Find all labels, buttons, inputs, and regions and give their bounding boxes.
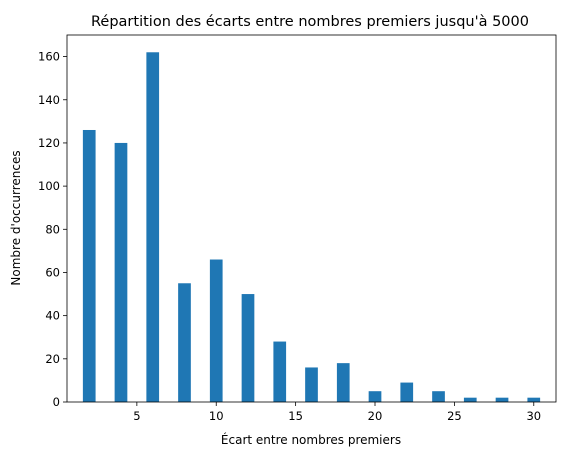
- bar-gap-22: [400, 382, 414, 402]
- y-tick-label: 160: [38, 50, 60, 64]
- y-tick-label: 0: [53, 395, 60, 409]
- bar-gap-28: [495, 397, 509, 402]
- bar-gap-10: [209, 259, 223, 402]
- plot-frame: [66, 34, 557, 403]
- y-tick-label: 120: [38, 136, 60, 150]
- y-tick-label: 140: [38, 93, 60, 107]
- x-tick-label: 30: [526, 409, 541, 423]
- bar-gap-12: [241, 294, 255, 402]
- x-tick-label: 20: [368, 409, 383, 423]
- y-tick-label: 100: [38, 179, 60, 193]
- x-tick-label: 25: [447, 409, 462, 423]
- x-tick-label: 5: [133, 409, 140, 423]
- bar-gap-30: [527, 397, 541, 402]
- bar-gap-26: [463, 397, 477, 402]
- bar-gap-16: [305, 367, 318, 402]
- x-axis-ticks: 5 10 15 20 25 30: [133, 402, 541, 423]
- y-tick-label: 80: [45, 222, 60, 236]
- y-axis-ticks: 0 20 40 60 80 100 120 140 160: [38, 50, 67, 409]
- y-tick-label: 60: [45, 265, 60, 279]
- bar-gap-18: [336, 363, 350, 402]
- x-tick-label: 15: [288, 409, 303, 423]
- x-axis-label: Écart entre nombres premiers: [221, 432, 401, 447]
- y-axis-label: Nombre d'occurrences: [9, 150, 23, 285]
- bar-gap-2: [82, 129, 96, 403]
- bar-gap-4: [114, 142, 128, 403]
- bar-gap-8: [178, 283, 191, 402]
- bar-gap-24: [432, 391, 445, 402]
- y-tick-label: 40: [45, 309, 60, 323]
- x-tick-label: 10: [209, 409, 224, 423]
- bars-group: [82, 52, 541, 403]
- chart-title: Répartition des écarts entre nombres pre…: [91, 14, 529, 30]
- y-tick-label: 20: [45, 352, 60, 366]
- bar-gap-20: [368, 391, 382, 402]
- bar-gap-6: [146, 52, 160, 402]
- bar-gap-14: [273, 341, 287, 402]
